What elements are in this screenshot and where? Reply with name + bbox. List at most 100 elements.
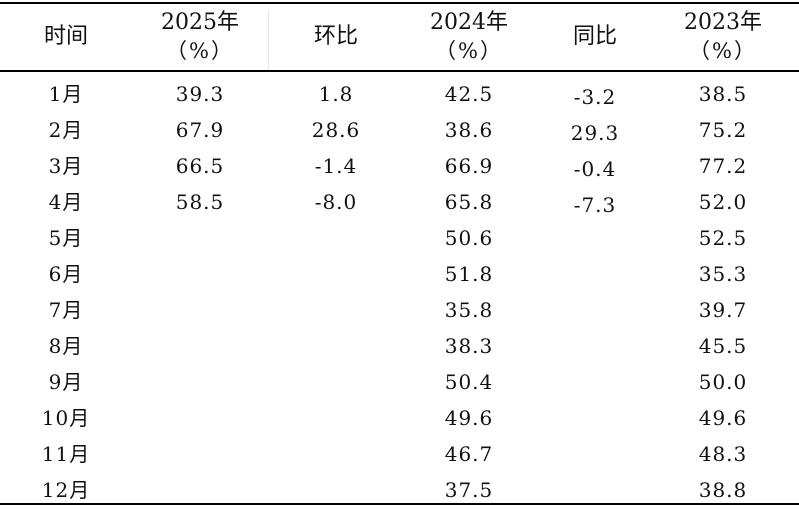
table-row: 2月 67.9 28.6 38.6 29.3 75.2 bbox=[0, 112, 799, 148]
header-rule bbox=[0, 70, 799, 72]
cell-yoy bbox=[534, 331, 656, 367]
cell-month: 4月 bbox=[48, 190, 84, 214]
cell-mom bbox=[276, 400, 396, 436]
header-2023-unit: （%） bbox=[689, 39, 757, 63]
cell-2025 bbox=[140, 400, 260, 436]
table-row: 3月 66.5 -1.4 66.9 -0.4 77.2 bbox=[0, 148, 799, 184]
bottom-rule bbox=[0, 503, 799, 505]
header-2024: 2024年 （%） bbox=[408, 4, 530, 70]
table-header: 时间 2025年 （%） 环比 2024年 （%） 同比 2023年 （%） bbox=[0, 4, 799, 72]
cell-month: 8月 bbox=[48, 334, 84, 358]
cell-2024: 38.3 bbox=[444, 334, 494, 358]
header-2025-unit: （%） bbox=[166, 39, 234, 63]
cell-mom: -8.0 bbox=[314, 190, 358, 214]
cell-2023: 45.5 bbox=[698, 334, 748, 358]
table-row: 8月 38.3 45.5 bbox=[0, 328, 799, 364]
header-month: 时间 bbox=[8, 4, 124, 70]
cell-yoy bbox=[534, 403, 656, 439]
cell-2025 bbox=[140, 436, 260, 472]
cell-month: 12月 bbox=[41, 478, 91, 502]
cell-month: 7月 bbox=[48, 298, 84, 322]
cell-2025 bbox=[140, 220, 260, 256]
cell-mom: 1.8 bbox=[318, 82, 354, 106]
cell-2023: 35.3 bbox=[698, 262, 748, 286]
cell-mom bbox=[276, 220, 396, 256]
cell-2024: 37.5 bbox=[444, 478, 494, 502]
header-separator bbox=[268, 10, 269, 72]
cell-2023: 49.6 bbox=[698, 406, 748, 430]
cell-2023: 75.2 bbox=[698, 118, 748, 142]
cell-month: 2月 bbox=[48, 118, 84, 142]
cell-2023: 77.2 bbox=[698, 154, 748, 178]
cell-month: 6月 bbox=[48, 262, 84, 286]
table-row: 11月 46.7 48.3 bbox=[0, 436, 799, 472]
cell-2025 bbox=[140, 256, 260, 292]
header-2025: 2025年 （%） bbox=[140, 4, 260, 70]
cell-2024: 50.4 bbox=[444, 370, 494, 394]
table-row: 10月 49.6 49.6 bbox=[0, 400, 799, 436]
table-row: 4月 58.5 -8.0 65.8 -7.3 52.0 bbox=[0, 184, 799, 220]
cell-2025 bbox=[140, 292, 260, 328]
table-row: 6月 51.8 35.3 bbox=[0, 256, 799, 292]
cell-2024: 49.6 bbox=[444, 406, 494, 430]
cell-mom bbox=[276, 328, 396, 364]
cell-month: 5月 bbox=[48, 226, 84, 250]
table-row: 5月 50.6 52.5 bbox=[0, 220, 799, 256]
cell-month: 10月 bbox=[41, 406, 91, 430]
cell-month: 1月 bbox=[48, 82, 84, 106]
cell-2024: 46.7 bbox=[444, 442, 494, 466]
cell-2024: 42.5 bbox=[444, 82, 494, 106]
header-2025-label: 2025年 bbox=[161, 10, 239, 35]
cell-2024: 66.9 bbox=[444, 154, 494, 178]
cell-2025: 67.9 bbox=[175, 118, 225, 142]
header-2024-label: 2024年 bbox=[430, 10, 508, 35]
table-row: 9月 50.4 50.0 bbox=[0, 364, 799, 400]
cell-2024: 38.6 bbox=[444, 118, 494, 142]
cell-yoy bbox=[534, 367, 656, 403]
cell-2023: 52.0 bbox=[698, 190, 748, 214]
cell-mom: -1.4 bbox=[314, 154, 358, 178]
cell-yoy: -3.2 bbox=[573, 85, 617, 109]
cell-2025: 66.5 bbox=[175, 154, 225, 178]
top-rule bbox=[0, 2, 799, 4]
header-yoy-label: 同比 bbox=[572, 24, 617, 49]
table-row: 1月 39.3 1.8 42.5 -3.2 38.5 bbox=[0, 76, 799, 112]
table-body: 1月 39.3 1.8 42.5 -3.2 38.5 2月 67.9 28.6 … bbox=[0, 76, 799, 508]
cell-2025 bbox=[140, 364, 260, 400]
cell-mom: 28.6 bbox=[311, 118, 361, 142]
header-month-label: 时间 bbox=[43, 24, 88, 49]
table-row: 12月 37.5 38.8 bbox=[0, 472, 799, 508]
header-yoy: 同比 bbox=[534, 4, 656, 70]
cell-2023: 50.0 bbox=[698, 370, 748, 394]
header-mom: 环比 bbox=[276, 4, 396, 70]
header-mom-label: 环比 bbox=[313, 24, 358, 49]
cell-2025: 39.3 bbox=[175, 82, 225, 106]
cell-2024: 50.6 bbox=[444, 226, 494, 250]
cell-yoy: 29.3 bbox=[570, 121, 620, 145]
cell-yoy bbox=[534, 475, 656, 511]
cell-2023: 38.8 bbox=[698, 478, 748, 502]
cell-yoy bbox=[534, 439, 656, 475]
cell-yoy: -0.4 bbox=[573, 157, 617, 181]
cell-month: 11月 bbox=[41, 442, 91, 466]
header-2023: 2023年 （%） bbox=[662, 4, 784, 70]
cell-2024: 65.8 bbox=[444, 190, 494, 214]
cell-yoy bbox=[534, 223, 656, 259]
cell-mom bbox=[276, 436, 396, 472]
cell-mom bbox=[276, 292, 396, 328]
cell-2024: 51.8 bbox=[444, 262, 494, 286]
cell-yoy bbox=[534, 295, 656, 331]
cell-2023: 48.3 bbox=[698, 442, 748, 466]
cell-yoy bbox=[534, 259, 656, 295]
cell-2025: 58.5 bbox=[175, 190, 225, 214]
cell-2023: 52.5 bbox=[698, 226, 748, 250]
cell-yoy: -7.3 bbox=[573, 193, 617, 217]
cell-month: 3月 bbox=[48, 154, 84, 178]
cell-mom bbox=[276, 364, 396, 400]
cell-month: 9月 bbox=[48, 370, 84, 394]
header-2023-label: 2023年 bbox=[684, 10, 762, 35]
table-row: 7月 35.8 39.7 bbox=[0, 292, 799, 328]
cell-2023: 38.5 bbox=[698, 82, 748, 106]
cell-mom bbox=[276, 256, 396, 292]
